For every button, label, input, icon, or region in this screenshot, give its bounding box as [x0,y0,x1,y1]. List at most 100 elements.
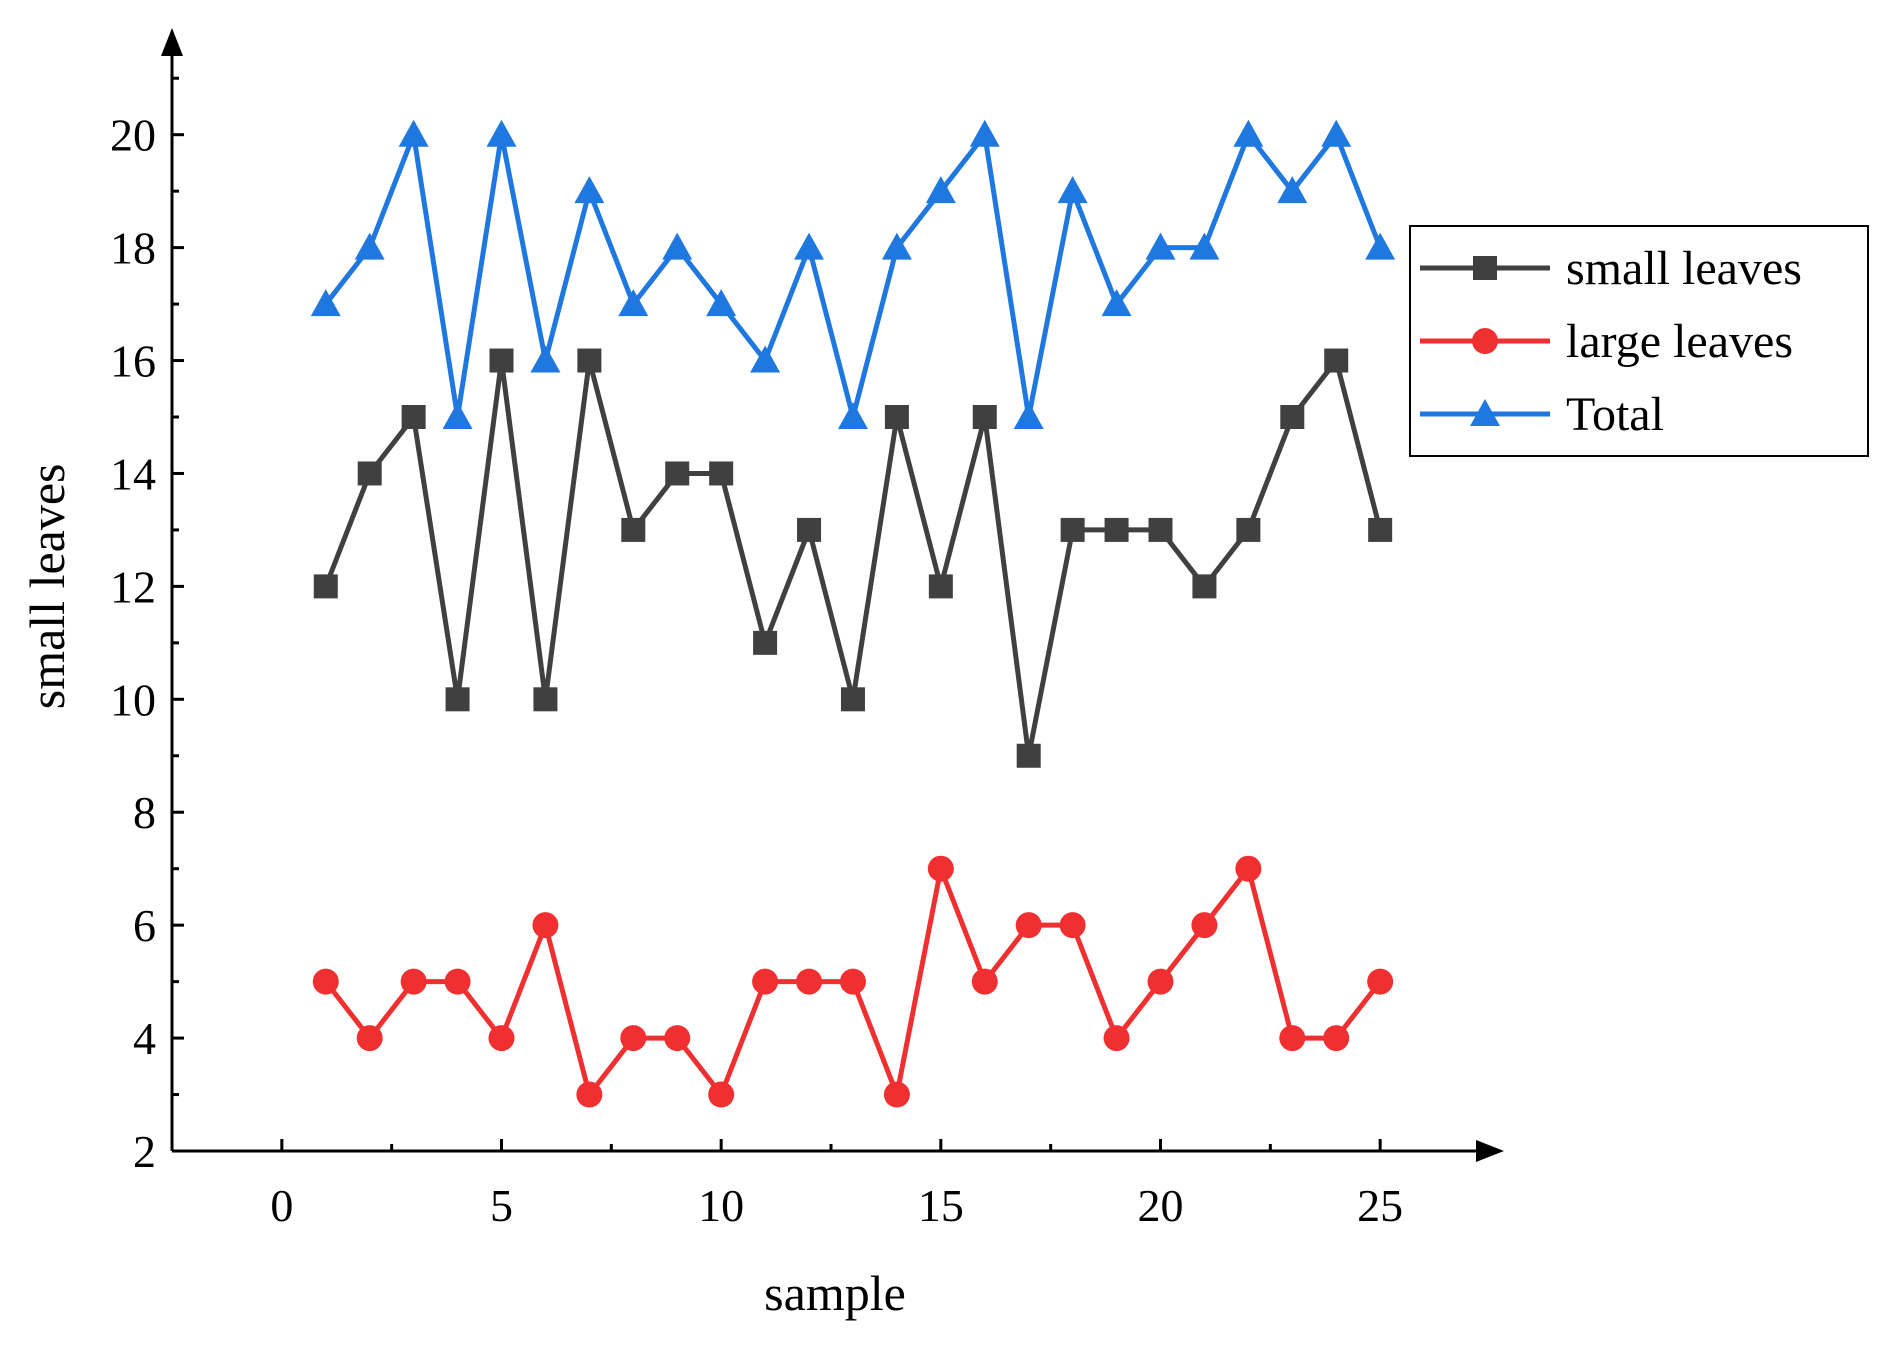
small-leaves-point [1280,405,1305,429]
legend-item-small-leaves: small leaves [1420,242,1802,295]
total-point [662,232,693,260]
small-leaves-point [313,574,338,599]
large-leaves-point [796,968,823,995]
total-point [486,119,517,147]
x-tick-label: 5 [490,1180,513,1231]
total-line [323,125,1383,427]
y-tick-label: 10 [110,674,156,725]
large-leaves-point [444,968,471,995]
large-leaves-point [927,855,954,882]
x-tick-label: 20 [1138,1180,1184,1231]
total-point [750,345,781,373]
large-leaves-point [839,968,866,995]
large-leaves-point [312,968,339,995]
legend-marker [1470,399,1500,426]
large-leaves-point [1279,1025,1306,1052]
legend-label: small leaves [1566,242,1802,295]
small-leaves-point [1104,517,1129,542]
large-leaves-point [576,1081,603,1108]
small-leaves-point [445,687,470,712]
series-large-leaves [312,855,1394,1108]
small-leaves-point [665,461,690,486]
x-tick-label: 15 [918,1180,964,1231]
total-point [794,232,825,260]
total-point [354,232,385,260]
small-leaves-point [709,461,734,486]
legend-marker [1472,328,1498,354]
total-point [706,289,737,317]
legend-label: Total [1566,388,1664,441]
small-leaves-point [1148,517,1173,542]
small-leaves-point [797,517,822,542]
small-leaves-point [401,405,426,429]
large-leaves-point [1147,968,1174,995]
large-leaves-point [752,968,779,995]
ticks: 2 4 6 8 10 12 14 16 18 20 0 5 10 15 20 25 [110,76,1403,1231]
large-leaves-point [708,1081,735,1108]
small-leaves-point [1324,348,1349,373]
large-leaves-point [532,912,559,939]
total-point [618,289,649,317]
large-leaves-point [1015,912,1042,939]
x-tick-label: 10 [698,1180,744,1231]
large-leaves-point [1323,1025,1350,1052]
small-leaves-point [1368,517,1393,542]
series [310,119,1396,1108]
x-axis-title: sample [764,1265,906,1321]
total-point [969,119,1000,147]
small-leaves-point [840,687,865,712]
small-leaves-point [533,687,558,712]
large-leaves-point [1235,855,1262,882]
total-point [881,232,912,260]
total-point [1013,402,1044,429]
total-point [1233,119,1264,147]
small-leaves-point [753,630,778,655]
large-leaves-point [1367,968,1394,995]
y-tick-label: 6 [133,900,156,951]
large-leaves-point [664,1025,691,1052]
series-total [310,119,1396,429]
small-leaves-point [357,461,382,486]
legend-item-large-leaves: large leaves [1420,315,1793,368]
large-leaves-point [1059,912,1086,939]
large-leaves-point [971,968,998,995]
y-tick-label: 8 [133,787,156,838]
small-leaves-point [1236,517,1261,542]
y-tick-label: 18 [110,223,156,274]
y-axis-arrow [161,28,183,56]
series-small-leaves [313,348,1393,768]
large-leaves-point [488,1025,515,1052]
legend-item-total: Total [1420,388,1664,441]
small-leaves-point [577,348,602,373]
large-leaves-point [356,1025,383,1052]
y-tick-label: 20 [110,110,156,161]
total-point [925,176,956,204]
y-tick-label: 14 [110,448,156,499]
legend-label: large leaves [1566,315,1793,368]
total-point [398,119,429,147]
total-point [1057,176,1088,204]
legend-marker [1473,256,1497,280]
large-leaves-point [883,1081,910,1108]
total-point [1277,176,1308,204]
y-axis-title: small leaves [19,464,75,710]
small-leaves-point [972,405,997,429]
total-point [837,402,868,429]
large-leaves-point [400,968,427,995]
y-tick-label: 2 [133,1126,156,1177]
small-leaves-point [1060,517,1085,542]
small-leaves-point [1016,743,1041,768]
y-tick-label: 12 [110,561,156,612]
y-tick-label: 4 [133,1013,156,1064]
small-leaves-point [489,348,514,373]
y-tick-label: 16 [110,336,156,387]
x-axis-arrow [1476,1140,1504,1162]
total-point [1365,232,1396,260]
total-point [1321,119,1352,147]
legend: small leaves large leaves Total [1409,225,1869,457]
total-point [442,402,473,429]
total-point [574,176,605,204]
large-leaves-point [620,1025,647,1052]
large-leaves-point [1191,912,1218,939]
